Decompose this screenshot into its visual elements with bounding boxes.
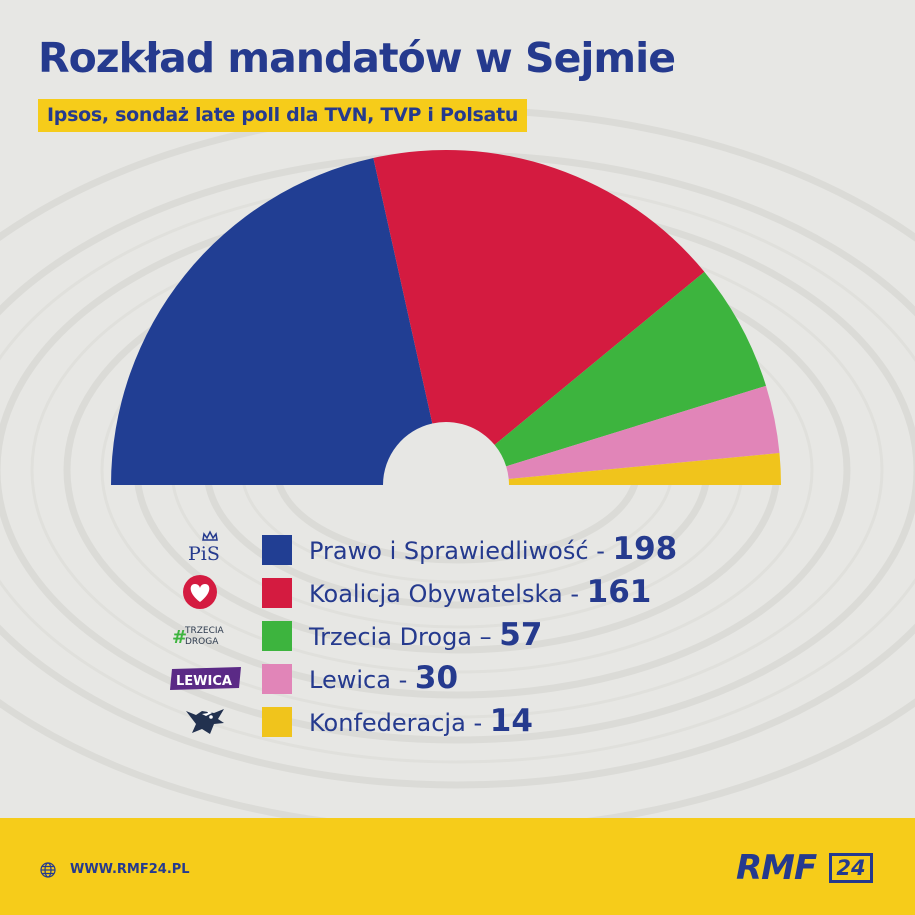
legend-separator: –: [479, 623, 492, 651]
legend-text: Koalicja Obywatelska - 161: [309, 573, 651, 611]
trzecia-droga-word-2: DROGA: [185, 637, 219, 647]
pis-logo-text: PiS: [188, 543, 220, 565]
legend-item: PiS Prawo i Sprawiedliwość - 198: [0, 530, 915, 568]
legend-swatch: [262, 535, 292, 565]
chart-subtitle: Ipsos, sondaż late poll dla TVN, TVP i P…: [38, 99, 528, 132]
website-link[interactable]: WWW.RMF24.PL: [70, 862, 190, 877]
globe-icon: [40, 862, 56, 878]
brand-name: RMF: [736, 848, 817, 888]
legend-label: Lewica: [309, 666, 391, 694]
footer: WWW.RMF24.PL RMF 24: [0, 818, 915, 915]
trzecia-droga-hash: #: [172, 627, 187, 648]
legend-value: 30: [414, 660, 459, 696]
legend-label: Koalicja Obywatelska: [309, 580, 563, 608]
legend-text: Prawo i Sprawiedliwość - 198: [309, 530, 677, 568]
legend-item: Konfederacja - 14: [0, 702, 915, 740]
chart-title: Rozkład mandatów w Sejmie: [38, 34, 676, 82]
legend-label: Trzecia Droga: [309, 623, 473, 651]
legend-text: Konfederacja - 14: [309, 702, 533, 740]
legend-text: Lewica - 30: [309, 659, 458, 697]
legend-swatch: [262, 707, 292, 737]
legend-swatch: [262, 621, 292, 651]
legend-swatch: [262, 664, 292, 694]
legend-separator: -: [570, 580, 579, 608]
legend-value: 198: [612, 531, 678, 567]
trzecia-droga-word-1: TRZECIA: [184, 626, 225, 636]
legend-item: LEWICA Lewica - 30: [0, 659, 915, 697]
legend-text: Trzecia Droga – 57: [309, 616, 542, 654]
legend-label: Prawo i Sprawiedliwość: [309, 537, 589, 565]
brand-badge: 24: [829, 853, 873, 883]
seat-slice: [111, 157, 433, 485]
legend-value: 57: [499, 617, 543, 653]
legend-value: 14: [489, 703, 533, 739]
seat-slice: [373, 150, 705, 445]
pis-logo: PiS: [166, 530, 246, 568]
legend-separator: -: [398, 666, 408, 694]
legend-value: 161: [586, 574, 652, 610]
legend-separator: -: [596, 537, 605, 565]
seat-chart: [111, 150, 782, 485]
legend-separator: -: [473, 709, 483, 737]
legend-swatch: [262, 578, 292, 608]
legend-item: Koalicja Obywatelska - 161: [0, 573, 915, 611]
seat-slice: [508, 453, 782, 485]
bird-logo: [166, 702, 246, 740]
seat-slice: [506, 385, 780, 479]
legend-item: # TRZECIA DROGA Trzecia Droga – 57: [0, 616, 915, 654]
seat-slice: [494, 271, 766, 467]
trzecia-droga-logo: # TRZECIA DROGA: [166, 616, 246, 654]
lewica-logo-text: LEWICA: [176, 674, 232, 689]
lewica-logo: LEWICA: [166, 659, 246, 697]
legend-label: Konfederacja: [309, 709, 466, 737]
heart-logo: [166, 573, 246, 611]
